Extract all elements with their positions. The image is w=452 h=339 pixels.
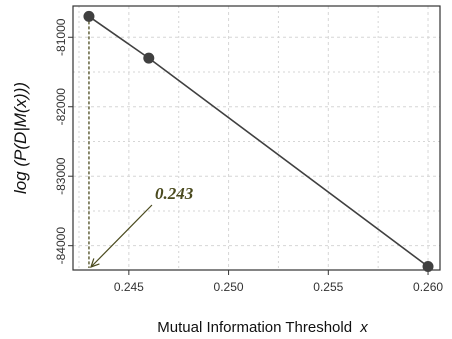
x-tick-label: 0.255 [313,280,343,294]
grid [73,6,440,270]
x-tick-label: 0.245 [114,280,144,294]
x-axis-title: Mutual Information Threshold x [157,319,368,336]
data-point [422,261,434,273]
annotation-arrow [90,204,153,268]
axis-ticks: 0.245 0.250 0.255 0.260 -81000 -82000 -83000 -8… [54,18,443,294]
x-axis-title-var: x [359,319,368,336]
y-axis-title: log (P(D|M(x))) [11,82,30,194]
x-axis-title-text: Mutual Information Threshold [157,319,352,336]
x-tick-label: 0.250 [214,280,244,294]
series [83,10,434,273]
y-tick-label: -83000 [54,157,68,195]
plot-frame [72,5,441,271]
annotation-arrow-head [89,258,100,268]
annotation-label: 0.243 [155,184,194,203]
data-point [143,52,155,64]
annotation: 0.243 [88,16,194,268]
y-tick-label: -84000 [54,227,68,265]
data-point [83,10,95,22]
y-tick-label: -82000 [54,88,68,126]
x-tick-label: 0.260 [413,280,443,294]
y-tick-label: -81000 [54,18,68,56]
